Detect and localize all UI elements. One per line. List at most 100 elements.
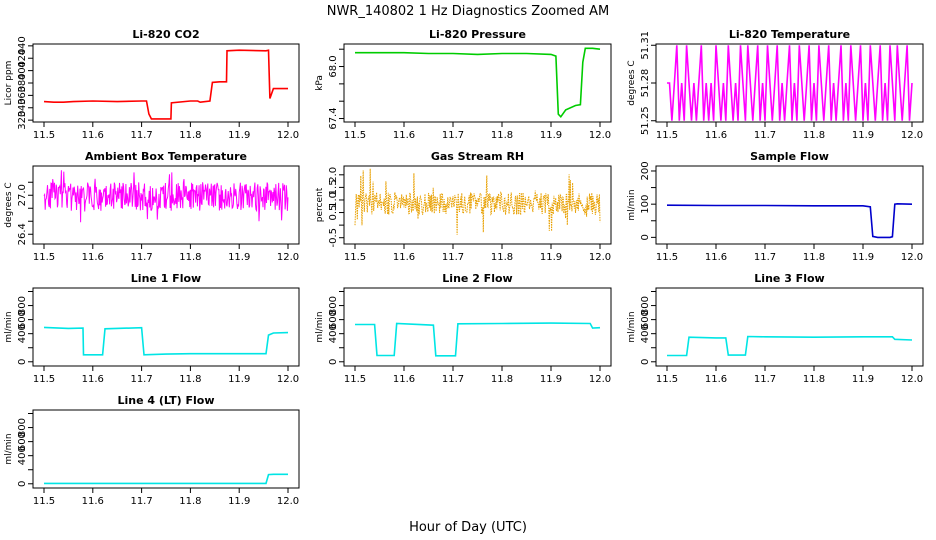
plot-frame bbox=[32, 287, 300, 367]
x-tick-label: 11.5 bbox=[33, 252, 55, 263]
y-tick-label: 360 bbox=[17, 86, 28, 105]
figure-title: NWR_140802 1 Hz Diagnostics Zoomed AM bbox=[327, 4, 610, 19]
series-line bbox=[666, 202, 913, 239]
series-line bbox=[355, 47, 601, 119]
x-tick-label: 11.8 bbox=[179, 374, 201, 385]
x-tick-label: 11.8 bbox=[179, 130, 201, 141]
panel-5: Gas Stream RH 11.5 11.6 11.7 11.8 11.9 12.0 -0.… bbox=[315, 150, 612, 263]
y-tick-label: 380 bbox=[17, 73, 28, 92]
y-tick-label: 51.31 bbox=[640, 31, 651, 60]
y-tick-label: 800 bbox=[17, 296, 28, 315]
x-tick-label: 11.7 bbox=[130, 130, 152, 141]
y-tick-label: 320 bbox=[17, 111, 28, 130]
x-tick-label: 11.7 bbox=[442, 130, 464, 141]
x-tick-label: 12.0 bbox=[589, 252, 611, 263]
y-tick-label: 1.0 bbox=[328, 192, 339, 208]
y-tick-label: 0.5 bbox=[328, 205, 339, 221]
panel-10: Line 4 (LT) Flow 11.5 11.6 11.7 11.8 11.9 12.0… bbox=[4, 394, 300, 507]
panel-2: Li-820 Pressure 11.5 11.6 11.7 11.8 11.9 12.0 6… bbox=[315, 28, 612, 141]
y-tick-label: 68.0 bbox=[328, 55, 339, 77]
panel-title: Sample Flow bbox=[750, 150, 829, 163]
plot-frame bbox=[343, 43, 612, 123]
y-axis-label: ml/min bbox=[4, 311, 14, 342]
y-axis-label: ml/min bbox=[627, 311, 637, 342]
x-tick-label: 11.9 bbox=[852, 252, 874, 263]
x-tick-label: 11.9 bbox=[228, 496, 250, 507]
x-tick-label: 11.5 bbox=[656, 374, 678, 385]
plot-frame bbox=[343, 287, 612, 367]
y-tick-label: 400 bbox=[640, 324, 651, 343]
x-tick-label: 11.9 bbox=[540, 130, 562, 141]
plot-frame bbox=[32, 409, 300, 489]
panel-7: Line 1 Flow 11.5 11.6 11.7 11.8 11.9 12.0 0 4006… bbox=[4, 272, 300, 385]
y-tick-label: 26.4 bbox=[17, 223, 28, 245]
y-axis-label: ml/min bbox=[4, 433, 14, 464]
plot-frame bbox=[343, 165, 612, 245]
y-axis-label: degrees C bbox=[4, 182, 14, 227]
x-tick-label: 11.9 bbox=[540, 252, 562, 263]
x-tick-label: 11.7 bbox=[754, 252, 776, 263]
series-line bbox=[667, 45, 913, 121]
x-tick-label: 11.6 bbox=[393, 374, 415, 385]
y-axis-label: percent bbox=[315, 187, 325, 222]
y-axis-label: ml/min bbox=[315, 311, 325, 342]
y-tick-label: 200 bbox=[640, 161, 651, 180]
x-tick-label: 11.5 bbox=[344, 374, 366, 385]
y-tick-label: 51.25 bbox=[640, 106, 651, 135]
plot-frame bbox=[32, 165, 300, 245]
panel-title: Li-820 CO2 bbox=[132, 28, 199, 41]
x-tick-label: 11.5 bbox=[344, 130, 366, 141]
x-tick-label: 11.6 bbox=[82, 374, 104, 385]
x-tick-label: 11.6 bbox=[82, 496, 104, 507]
x-tick-label: 12.0 bbox=[589, 130, 611, 141]
x-tick-label: 11.5 bbox=[344, 252, 366, 263]
x-tick-label: 11.6 bbox=[393, 130, 415, 141]
y-tick-label: 600 bbox=[328, 310, 339, 329]
panel-title: Ambient Box Temperature bbox=[85, 150, 247, 163]
x-tick-label: 12.0 bbox=[901, 374, 923, 385]
panel-9: Line 3 Flow 11.5 11.6 11.7 11.8 11.9 12.0 0 4006… bbox=[627, 272, 924, 385]
y-tick-label: 440 bbox=[17, 36, 28, 55]
y-axis-label: kPa bbox=[315, 75, 325, 91]
panel-title: Li-820 Pressure bbox=[429, 28, 526, 41]
x-tick-label: 11.5 bbox=[656, 130, 678, 141]
y-tick-label: 600 bbox=[17, 432, 28, 451]
x-tick-label: 12.0 bbox=[901, 130, 923, 141]
y-axis-label: Licor ppm bbox=[4, 61, 14, 106]
y-tick-label: 400 bbox=[17, 61, 28, 80]
y-tick-label: 400 bbox=[17, 446, 28, 465]
y-tick-label: 600 bbox=[640, 310, 651, 329]
y-tick-label: 600 bbox=[17, 310, 28, 329]
y-tick-label: 800 bbox=[328, 296, 339, 315]
x-tick-label: 11.7 bbox=[754, 374, 776, 385]
panel-title: Gas Stream RH bbox=[431, 150, 524, 163]
panel-8: Line 2 Flow 11.5 11.6 11.7 11.8 11.9 12.0 0 4006… bbox=[315, 272, 612, 385]
x-tick-label: 11.7 bbox=[130, 252, 152, 263]
x-tick-label: 11.6 bbox=[705, 130, 727, 141]
series-line bbox=[43, 326, 289, 356]
y-tick-label: 67.4 bbox=[328, 107, 339, 129]
panel-title: Line 1 Flow bbox=[131, 272, 201, 285]
series-line bbox=[354, 168, 601, 235]
y-tick-label: 0 bbox=[640, 359, 651, 365]
y-axis-label: degrees C bbox=[627, 60, 637, 105]
panel-3: Li-820 Temperature 11.5 11.6 11.7 11.8 11.9 12… bbox=[627, 28, 924, 141]
y-tick-label: 800 bbox=[640, 296, 651, 315]
x-tick-label: 11.5 bbox=[33, 374, 55, 385]
x-tick-label: 11.9 bbox=[228, 130, 250, 141]
series-line bbox=[43, 49, 288, 120]
x-tick-label: 11.9 bbox=[540, 374, 562, 385]
y-tick-label: 0 bbox=[17, 359, 28, 365]
x-tick-label: 11.6 bbox=[705, 252, 727, 263]
x-axis-label: Hour of Day (UTC) bbox=[409, 520, 527, 535]
x-tick-label: 11.9 bbox=[228, 252, 250, 263]
panel-title: Li-820 Temperature bbox=[729, 28, 850, 41]
x-tick-label: 12.0 bbox=[277, 496, 299, 507]
panels-group: Li-820 CO2 11.5 11.6 11.7 11.8 11.9 12.0 320340… bbox=[4, 28, 924, 507]
x-tick-label: 11.5 bbox=[33, 496, 55, 507]
y-tick-label: 340 bbox=[17, 98, 28, 117]
y-tick-label: 2.0 bbox=[328, 167, 339, 183]
x-tick-label: 11.9 bbox=[852, 130, 874, 141]
y-tick-label: 420 bbox=[17, 49, 28, 68]
